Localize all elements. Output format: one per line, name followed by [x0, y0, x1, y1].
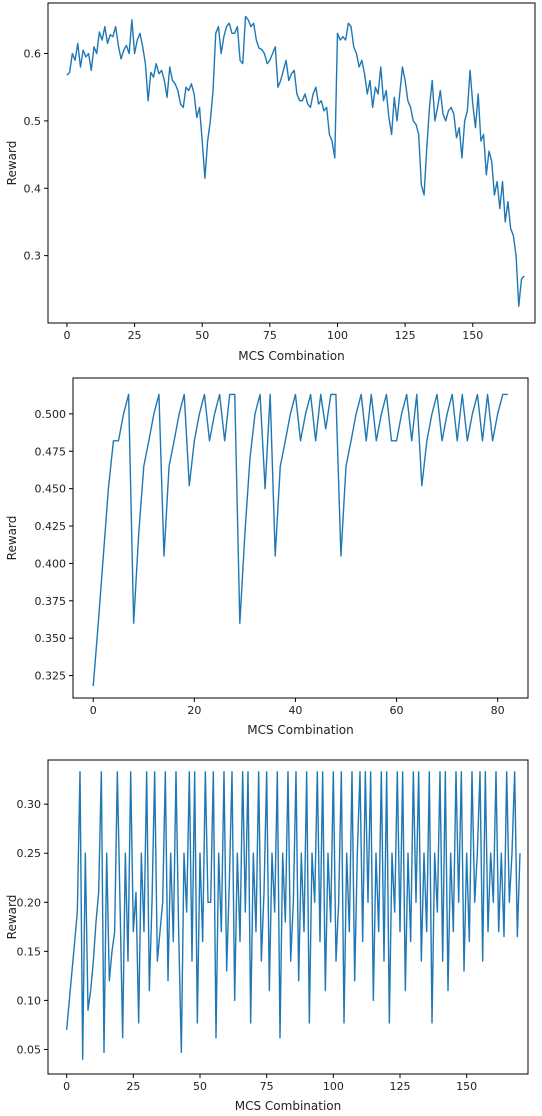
x-tick-label: 50	[193, 1080, 207, 1093]
x-tick-label: 125	[395, 329, 416, 342]
y-tick-label: 0.3	[24, 250, 42, 263]
x-tick-label: 150	[456, 1080, 477, 1093]
reward-line-chart-1: 0 25 50 75 100 125 150 0.3 0.4 0.5 0.6 MCS Combinat…	[5, 2, 536, 363]
plot-frame	[72, 377, 529, 699]
y-axis-label: Reward	[5, 895, 19, 940]
x-tick-label: 125	[390, 1080, 411, 1093]
y-tick-label: 0.325	[35, 670, 67, 683]
y-tick-label: 0.25	[17, 847, 42, 860]
x-tick-label: 100	[323, 1080, 344, 1093]
x-axis-label: MCS Combination	[235, 1099, 341, 1113]
reward-line-chart-2: 0 20 40 60 80 0.325 0.350 0.375 0.400 0.425 0.450 0…	[5, 377, 529, 737]
x-tick-label: 100	[327, 329, 348, 342]
x-tick-label: 50	[195, 329, 209, 342]
y-tick-label: 0.375	[35, 595, 67, 608]
y-tick-label: 0.15	[17, 945, 42, 958]
x-tick-label: 75	[263, 329, 277, 342]
x-axis-label: MCS Combination	[238, 349, 344, 363]
reward-line-chart-3: 0 25 50 75 100 125 150 0.05 0.10 0.15 0.20 0.25 0.30…	[5, 759, 529, 1113]
y-axis-label: Reward	[5, 141, 19, 186]
series-line-1	[92, 393, 508, 687]
x-tick-label: 80	[491, 704, 505, 717]
y-tick-label: 0.20	[17, 896, 42, 909]
plot-frame	[47, 2, 536, 324]
x-tick-label: 60	[390, 704, 404, 717]
y-tick-label: 0.5	[24, 115, 42, 128]
y-tick-label: 0.10	[17, 994, 42, 1007]
x-tick-label: 25	[128, 329, 142, 342]
x-tick-label: 150	[462, 329, 483, 342]
y-tick-label: 0.350	[35, 632, 67, 645]
y-tick-label: 0.30	[17, 798, 42, 811]
y-tick-label: 0.4	[24, 182, 42, 195]
y-axis-label: Reward	[5, 516, 19, 561]
y-tick-label: 0.500	[35, 408, 67, 421]
y-tick-label: 0.475	[35, 445, 67, 458]
chart-panel-3: 0 25 50 75 100 125 150 0.05 0.10 0.15 0.20 0.25 0.30…	[0, 744, 542, 1116]
x-tick-label: 40	[288, 704, 302, 717]
y-tick-label: 0.05	[17, 1043, 42, 1056]
y-tick-label: 0.400	[35, 557, 67, 570]
x-tick-label: 20	[187, 704, 201, 717]
y-tick-label: 0.6	[24, 48, 42, 61]
plot-frame	[47, 759, 529, 1075]
x-tick-label: 25	[126, 1080, 140, 1093]
x-tick-label: 0	[63, 1080, 70, 1093]
x-tick-label: 0	[90, 704, 97, 717]
y-tick-label: 0.425	[35, 520, 67, 533]
chart-panel-1: 0 25 50 75 100 125 150 0.3 0.4 0.5 0.6 MCS Combinat…	[0, 0, 542, 368]
series-line-1	[66, 15, 525, 307]
y-tick-label: 0.450	[35, 483, 67, 496]
x-axis-label: MCS Combination	[247, 723, 353, 737]
series-line-1	[65, 771, 521, 1060]
chart-panel-2: 0 20 40 60 80 0.325 0.350 0.375 0.400 0.425 0.450 0…	[0, 368, 542, 744]
x-tick-label: 0	[63, 329, 70, 342]
x-tick-label: 75	[260, 1080, 274, 1093]
